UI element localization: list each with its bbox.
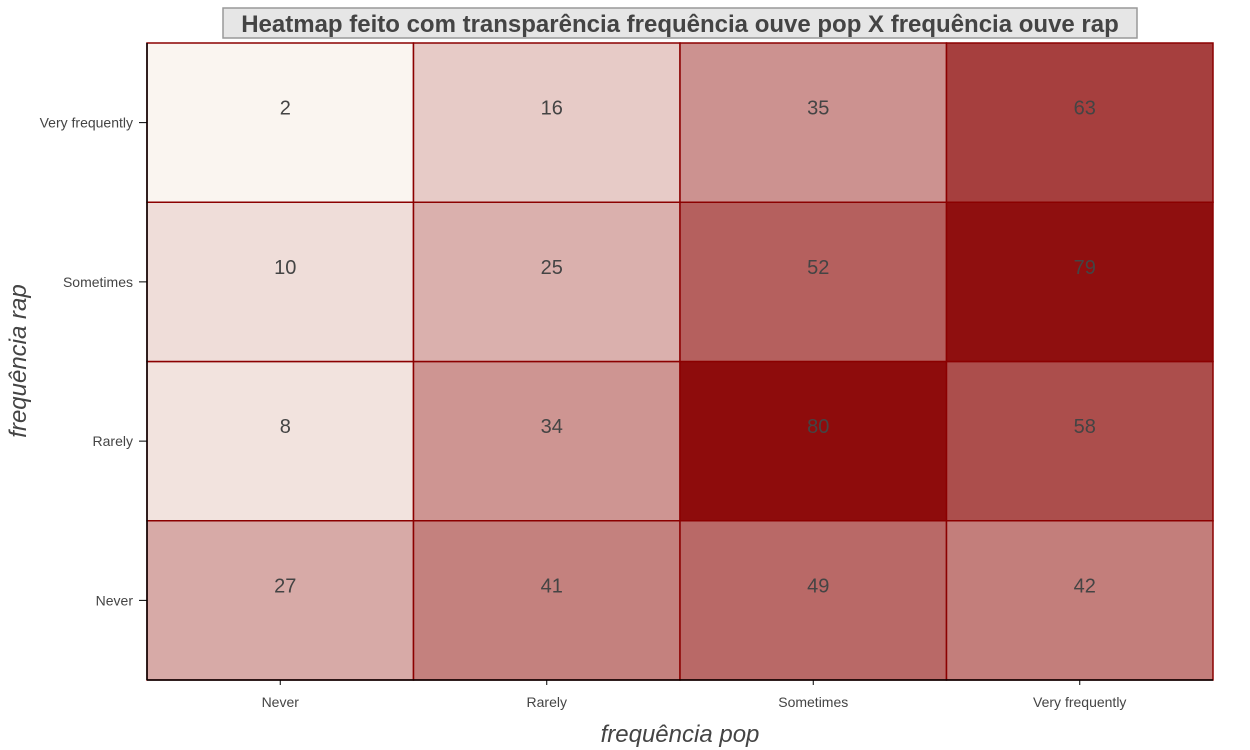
x-tick-label: Never — [262, 694, 300, 710]
heatmap-cell-value: 34 — [541, 416, 563, 438]
heatmap-cell — [945, 520, 1214, 681]
heatmap-cell-value: 10 — [274, 257, 296, 279]
heatmap-cell-value: 27 — [274, 575, 296, 597]
heatmap-cell — [679, 360, 948, 522]
heatmap-cell-value: 80 — [807, 416, 829, 438]
heatmap-cell — [945, 201, 1214, 363]
heatmap-cell-value: 8 — [280, 416, 291, 438]
heatmap-cell — [412, 360, 681, 522]
heatmap-cell-value: 25 — [541, 257, 563, 279]
y-axis-ticks: Never Rarely Sometimes Very frequently — [40, 115, 147, 608]
heatmap-cell-value: 2 — [280, 98, 291, 120]
heatmap-cell-value: 49 — [807, 575, 829, 597]
heatmap-cell-value: 52 — [807, 257, 829, 279]
chart-title: Heatmap feito com transparência frequênc… — [241, 11, 1119, 38]
heatmap-cell — [146, 520, 415, 681]
heatmap-cell-value: 16 — [541, 98, 563, 120]
heatmap-cell-value: 63 — [1074, 98, 1096, 120]
x-axis-ticks: Never Rarely Sometimes Very frequently — [262, 680, 1126, 710]
heatmap-cell — [679, 42, 948, 203]
y-tick-label: Sometimes — [63, 274, 133, 290]
heatmap-cell — [146, 360, 415, 522]
heatmap-cell — [679, 201, 948, 363]
heatmap-cell — [412, 42, 681, 203]
heatmap-cell-value: 35 — [807, 98, 829, 120]
chart-title-box — [222, 7, 1138, 39]
x-axis-label: frequência pop — [601, 721, 760, 748]
heatmap-cell — [412, 201, 681, 363]
y-tick-label: Never — [96, 592, 134, 608]
x-tick-label: Rarely — [527, 694, 567, 710]
heatmap-cells — [146, 42, 1214, 681]
x-tick-label: Very frequently — [1033, 694, 1126, 710]
heatmap-cell — [945, 360, 1214, 522]
y-tick-label: Rarely — [93, 433, 133, 449]
heatmap-cell-value: 79 — [1074, 257, 1096, 279]
heatmap-cell-value: 58 — [1074, 416, 1096, 438]
heatmap-cell-value: 42 — [1074, 575, 1096, 597]
heatmap-cell-value: 41 — [541, 575, 563, 597]
heatmap-cell — [679, 520, 948, 681]
heatmap-cell-values: 27 41 49 42 8 34 80 58 10 25 52 79 2 16 35 63 — [274, 98, 1096, 598]
y-tick-label: Very frequently — [40, 115, 133, 131]
heatmap-cell — [146, 42, 415, 203]
heatmap-cell — [945, 42, 1214, 203]
y-axis-label: frequência rap — [5, 284, 32, 437]
x-tick-label: Sometimes — [778, 694, 848, 710]
heatmap-cell — [146, 201, 415, 363]
heatmap-cell — [412, 520, 681, 681]
